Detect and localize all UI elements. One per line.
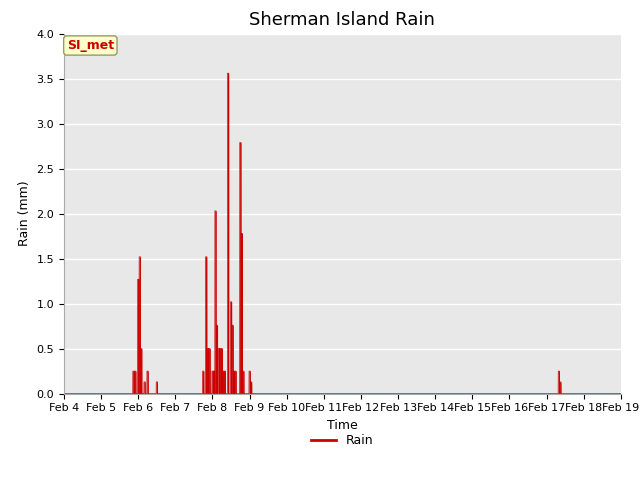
Title: Sherman Island Rain: Sherman Island Rain: [250, 11, 435, 29]
Y-axis label: Rain (mm): Rain (mm): [18, 181, 31, 246]
Legend: Rain: Rain: [306, 429, 379, 452]
Text: SI_met: SI_met: [67, 39, 114, 52]
X-axis label: Time: Time: [327, 419, 358, 432]
